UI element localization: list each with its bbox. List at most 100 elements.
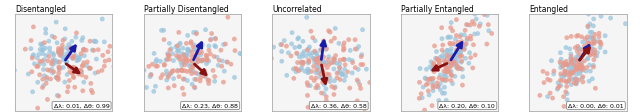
- Point: [181, 56, 191, 58]
- Point: [483, 25, 493, 26]
- Point: [161, 60, 171, 61]
- Point: [187, 84, 197, 85]
- Point: [566, 61, 577, 62]
- Point: [322, 79, 332, 81]
- Point: [74, 59, 84, 60]
- Point: [163, 77, 173, 78]
- Point: [77, 104, 87, 105]
- Point: [455, 49, 465, 51]
- Point: [539, 82, 549, 84]
- Point: [557, 66, 568, 68]
- Point: [53, 77, 63, 79]
- Point: [585, 24, 595, 26]
- Point: [68, 67, 78, 69]
- Point: [322, 67, 332, 69]
- Point: [589, 49, 600, 51]
- Point: [572, 82, 582, 83]
- Point: [42, 99, 52, 100]
- Point: [321, 96, 332, 98]
- Point: [210, 38, 220, 40]
- Point: [449, 61, 460, 62]
- Point: [462, 40, 472, 41]
- Point: [344, 87, 355, 89]
- Point: [577, 63, 587, 64]
- Point: [595, 47, 605, 49]
- Point: [98, 55, 108, 57]
- Point: [57, 53, 67, 54]
- Point: [444, 54, 454, 56]
- Point: [58, 40, 68, 42]
- Point: [440, 73, 450, 75]
- Point: [52, 78, 62, 79]
- Point: [184, 50, 194, 52]
- Point: [580, 53, 591, 54]
- Point: [582, 26, 593, 28]
- Point: [345, 50, 355, 52]
- Point: [456, 68, 466, 70]
- Point: [575, 54, 585, 56]
- Point: [186, 69, 196, 71]
- Point: [173, 57, 183, 59]
- Point: [557, 80, 567, 82]
- Point: [358, 64, 368, 66]
- Point: [484, 31, 494, 32]
- Point: [576, 66, 586, 68]
- Point: [348, 62, 358, 64]
- Point: [465, 25, 476, 27]
- Point: [312, 69, 322, 71]
- Point: [575, 68, 585, 70]
- Point: [565, 71, 575, 73]
- Point: [595, 42, 605, 44]
- Point: [563, 71, 573, 73]
- Point: [465, 57, 476, 59]
- Point: [179, 94, 189, 95]
- Point: [547, 60, 557, 62]
- Point: [434, 77, 444, 79]
- Point: [189, 64, 199, 66]
- Point: [57, 48, 67, 50]
- Point: [464, 63, 474, 65]
- Point: [308, 58, 319, 60]
- Point: [191, 79, 202, 81]
- Point: [439, 60, 449, 62]
- Point: [60, 29, 70, 30]
- Point: [442, 50, 452, 52]
- Point: [74, 70, 84, 72]
- Point: [93, 49, 103, 51]
- Point: [586, 48, 596, 50]
- Point: [204, 46, 214, 47]
- Point: [452, 58, 463, 59]
- Point: [202, 58, 212, 60]
- Point: [338, 73, 348, 75]
- Point: [563, 65, 573, 66]
- Point: [561, 81, 572, 83]
- Point: [182, 60, 193, 61]
- Point: [319, 61, 329, 63]
- Point: [562, 99, 572, 101]
- Point: [334, 67, 344, 69]
- Point: [71, 37, 81, 39]
- Point: [568, 72, 578, 74]
- Point: [312, 58, 323, 60]
- Point: [591, 56, 602, 57]
- Point: [569, 82, 579, 84]
- Point: [415, 68, 425, 70]
- Point: [367, 99, 378, 101]
- Point: [329, 94, 339, 96]
- Point: [164, 59, 175, 61]
- Point: [444, 68, 454, 70]
- Point: [340, 76, 351, 77]
- Point: [575, 64, 586, 66]
- Point: [294, 46, 305, 48]
- Point: [434, 64, 444, 65]
- Point: [452, 62, 462, 63]
- Point: [56, 49, 67, 51]
- Point: [461, 44, 471, 45]
- Point: [435, 57, 445, 59]
- Point: [173, 71, 183, 72]
- Point: [332, 73, 342, 74]
- Point: [303, 62, 314, 64]
- Point: [292, 39, 303, 40]
- Point: [174, 57, 184, 59]
- Point: [200, 30, 211, 31]
